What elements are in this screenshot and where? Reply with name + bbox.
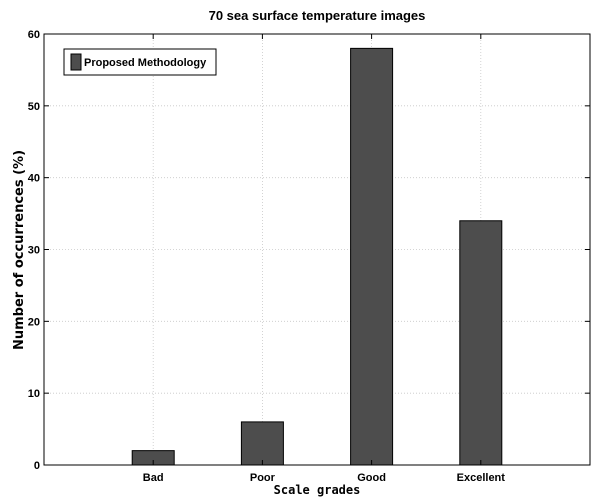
y-tick-label: 20: [28, 316, 40, 328]
y-tick-label: 10: [28, 388, 40, 400]
x-tick-label: Poor: [250, 472, 276, 484]
x-tick-label: Bad: [143, 472, 164, 484]
x-axis-label: Scale grades: [274, 483, 361, 497]
y-axis-label: Number of occurrences (%): [12, 150, 27, 350]
y-tick-label: 0: [34, 460, 40, 472]
bars: [131, 47, 503, 466]
legend-label: Proposed Methodology: [84, 57, 207, 69]
grid: [44, 34, 590, 465]
chart-title: 70 sea surface temperature images: [209, 8, 426, 23]
y-tick-label: 60: [28, 29, 40, 41]
bar-good: [350, 47, 394, 466]
bar-excellent: [459, 220, 503, 466]
ticks: 0 10 20 30 40 50 60 Bad Poor Good Excellent: [28, 29, 590, 484]
legend-swatch: [70, 53, 82, 71]
bar-poor: [240, 421, 284, 466]
x-tick-label: Good: [357, 472, 386, 484]
y-tick-label: 40: [28, 173, 40, 185]
x-tick-label: Excellent: [457, 472, 506, 484]
legend-box: [63, 48, 217, 76]
y-tick-label: 50: [28, 101, 40, 113]
y-tick-label: 30: [28, 245, 40, 257]
legend: Proposed Methodology: [63, 48, 217, 76]
